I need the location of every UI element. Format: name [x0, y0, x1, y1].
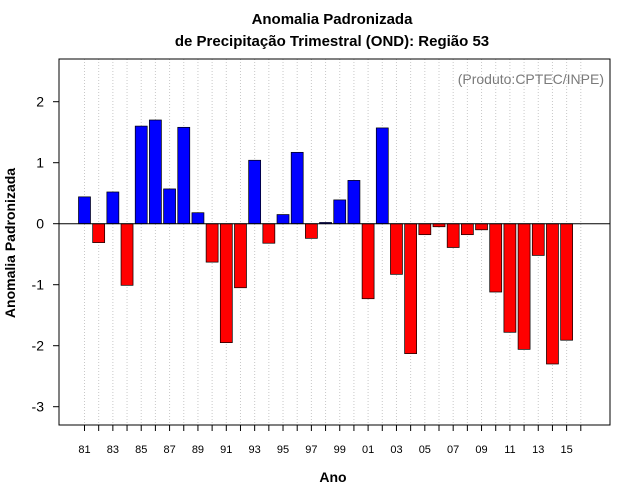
bar-1993 [248, 159, 262, 225]
bar-1988 [177, 126, 191, 225]
bar-2001 [361, 223, 375, 300]
x-tick-label: 01 [362, 444, 374, 456]
bar-2013 [531, 223, 545, 256]
bar-1982 [92, 223, 106, 243]
bar-1999 [333, 199, 347, 225]
bar-1987 [163, 188, 176, 225]
x-tick-label: 11 [504, 444, 515, 456]
y-tick-label: 1 [36, 155, 44, 171]
x-tick-label: 97 [305, 444, 317, 456]
bar-1983 [106, 191, 120, 225]
x-tick-label: 15 [560, 444, 572, 456]
bar-2014 [546, 223, 559, 365]
bar-1997 [305, 223, 318, 239]
y-tick-label: -2 [32, 338, 45, 354]
bar-1981 [78, 196, 91, 225]
y-tick-label: -1 [32, 277, 45, 293]
bar-2004 [404, 223, 417, 354]
x-tick-label: 89 [192, 444, 204, 456]
bar-1989 [191, 212, 205, 225]
bar-2009 [475, 223, 488, 231]
y-tick-label: 0 [36, 216, 44, 232]
bar-1990 [205, 223, 219, 263]
x-tick-label: 05 [419, 444, 431, 456]
bar-2003 [390, 223, 403, 275]
x-axis: 81 83 85 87 89 91 93 95 97 99 01 03 05 07 09 11 13 15 [78, 425, 582, 456]
bar-2002 [375, 127, 389, 225]
bar-1996 [290, 151, 304, 225]
bar-1986 [149, 119, 162, 225]
y-tick-label: -3 [32, 399, 45, 415]
x-axis-label: Ano [319, 469, 346, 485]
x-tick-label: 81 [78, 444, 90, 456]
bar-2011 [503, 223, 517, 333]
bar-1985 [134, 125, 148, 225]
bar-2007 [446, 223, 460, 248]
y-axis-label: Anomalia Padronizada [2, 168, 18, 318]
bar-2005 [418, 223, 432, 236]
y-tick-label: 2 [36, 94, 44, 110]
x-tick-label: 09 [475, 444, 487, 456]
bar-2010 [489, 223, 503, 293]
x-tick-label: 07 [447, 444, 459, 456]
bar-1991 [219, 223, 233, 343]
x-tick-label: 93 [249, 444, 261, 456]
bar-2008 [461, 223, 474, 236]
x-tick-label: 99 [334, 444, 346, 456]
y-axis: -3 -2 -1 0 1 2 [32, 94, 59, 415]
bar-2012 [517, 223, 531, 350]
bar-2000 [347, 180, 361, 225]
bar-1984 [120, 223, 134, 286]
bar-1992 [234, 223, 247, 289]
plot-frame [58, 58, 611, 426]
chart-annotation: (Produto:CPTEC/INPE) [458, 71, 604, 87]
x-tick-label: 95 [277, 444, 289, 456]
x-tick-label: 03 [390, 444, 402, 456]
bar-2015 [560, 223, 573, 341]
x-tick-label: 13 [532, 444, 544, 456]
x-tick-label: 91 [220, 444, 232, 456]
x-tick-label: 85 [135, 444, 147, 456]
bar-1995 [276, 214, 290, 225]
x-tick-label: 87 [163, 444, 175, 456]
x-tick-label: 83 [107, 444, 119, 456]
chart-subtitle: de Precipitação Trimestral (OND): Região… [175, 33, 489, 50]
bar-1994 [262, 223, 276, 244]
chart-title: Anomalia Padronizada [252, 11, 414, 28]
